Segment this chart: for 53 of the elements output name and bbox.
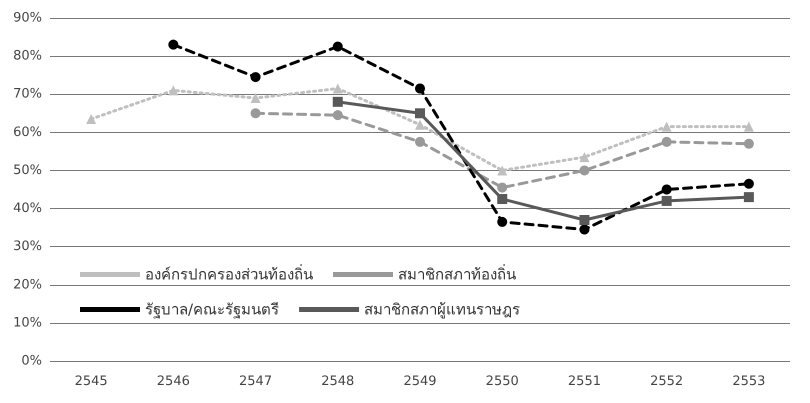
point	[415, 84, 425, 94]
point	[662, 196, 672, 206]
point	[332, 84, 343, 94]
y-tick-label: 50%	[13, 162, 42, 178]
point	[744, 122, 754, 132]
point	[415, 120, 425, 130]
point	[415, 136, 425, 147]
y-tick-label: 90%	[13, 10, 42, 26]
legend-label: รัฐบาล/คณะรัฐมนตรี	[145, 300, 280, 318]
point	[662, 122, 672, 132]
x-tick-label: 2552	[650, 374, 684, 389]
x-tick-label: 2545	[74, 374, 108, 389]
point	[497, 182, 508, 193]
point	[86, 114, 96, 124]
legend-label: สมาชิกสภาท้องถิ่น	[398, 264, 516, 284]
x-tick-label: 2548	[321, 374, 354, 389]
point	[497, 165, 508, 176]
point	[250, 93, 261, 104]
point	[168, 40, 178, 50]
point	[744, 178, 754, 189]
point	[662, 136, 672, 147]
point	[662, 184, 672, 194]
point	[579, 214, 590, 225]
point	[744, 138, 754, 149]
point	[168, 85, 178, 96]
point	[744, 192, 754, 202]
x-tick-label: 2553	[732, 374, 766, 389]
point	[497, 216, 508, 227]
y-tick-label: 80%	[13, 48, 42, 64]
x-tick-label: 2547	[239, 374, 272, 389]
y-tick-label: 0%	[21, 354, 42, 368]
x-tick-label: 2551	[568, 374, 601, 389]
point	[579, 224, 590, 235]
legend-label: องค์กรปกครองส่วนท้องถิ่น	[145, 264, 313, 284]
y-tick-label: 20%	[13, 277, 42, 292]
x-tick-label: 2549	[403, 374, 437, 389]
x-tick-label: 2550	[486, 374, 519, 389]
y-tick-label: 40%	[13, 201, 42, 216]
point	[332, 110, 343, 120]
point	[250, 72, 261, 82]
point	[497, 194, 508, 204]
point	[250, 108, 261, 118]
y-tick-label: 10%	[13, 315, 42, 330]
y-tick-label: 30%	[13, 239, 42, 254]
x-tick-label: 2546	[156, 374, 190, 389]
point	[579, 152, 590, 162]
point	[415, 108, 425, 118]
legend-label: สมาชิกสภาผู้แทนราษฎร	[364, 300, 520, 318]
point	[579, 165, 590, 176]
y-tick-label: 70%	[13, 86, 42, 102]
point	[332, 96, 343, 107]
y-tick-label: 60%	[13, 124, 42, 140]
point	[332, 42, 343, 52]
